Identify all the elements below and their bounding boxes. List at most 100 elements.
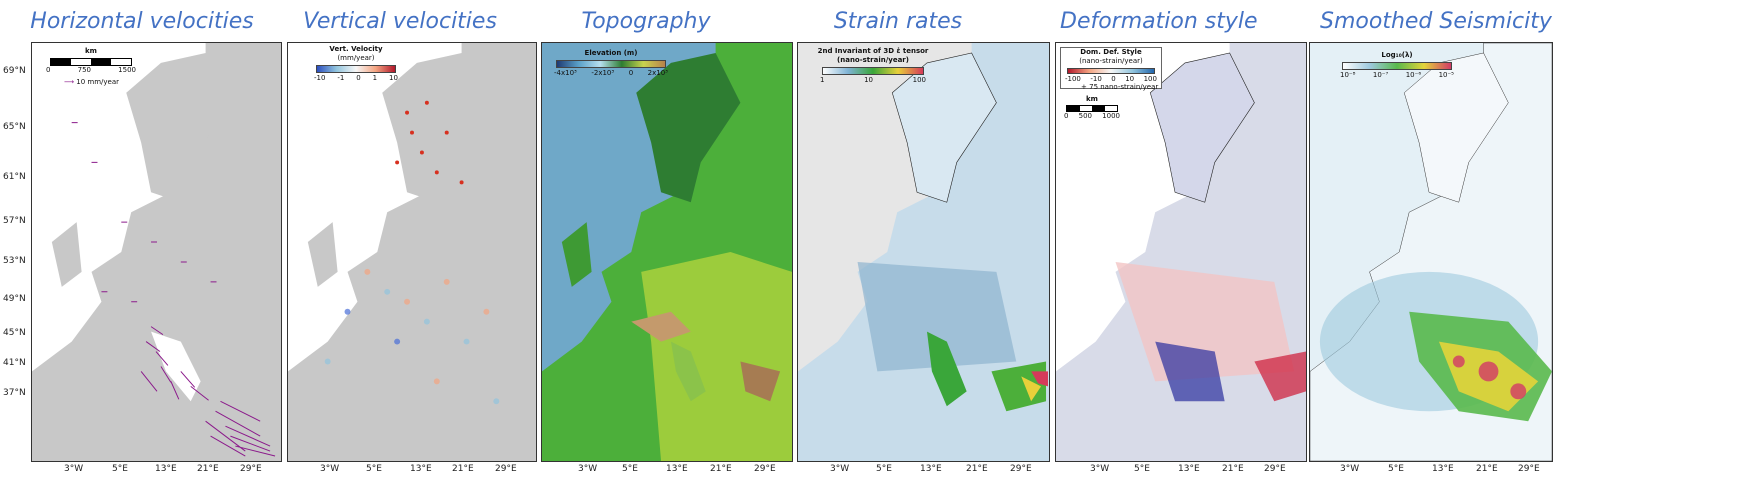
lon-label: 21°E <box>452 464 474 474</box>
lon-label: 5°E <box>1388 464 1404 474</box>
panel-title-vertical: Vertical velocities <box>303 9 497 34</box>
velocity-vectors <box>71 122 276 457</box>
map-smoothed-seismicity[interactable]: Log₁₀(λ) 10⁻⁸ 10⁻⁷ 10⁻⁶ 10⁻⁵ <box>1309 42 1553 462</box>
lon-label: 3°W <box>1090 464 1110 474</box>
lon-label: 13°E <box>920 464 942 474</box>
map-topography[interactable]: Elevation (m) -4x10³ -2x10³ 0 2x10³ <box>541 42 793 462</box>
scale-tick-0: 0 <box>46 66 51 74</box>
map-strain-rates[interactable]: 2nd Invariant of 3D ε̇ tensor (nano-stra… <box>797 42 1050 462</box>
lon-label: 5°E <box>622 464 638 474</box>
cbar-tick: 10⁻⁸ <box>1340 71 1356 79</box>
scale-unit: km <box>1086 95 1098 103</box>
cbar-tick: 10⁻⁶ <box>1405 71 1422 79</box>
legend-title: Dom. Def. Style <box>1080 48 1142 56</box>
strain-legend: 2nd Invariant of 3D ε̇ tensor (nano-stra… <box>816 47 930 84</box>
arrow-label: 10 mm/year <box>76 78 120 86</box>
colorbar <box>316 65 396 73</box>
lon-label: 21°E <box>1222 464 1244 474</box>
lon-label: 5°E <box>1134 464 1150 474</box>
lon-label: 21°E <box>197 464 219 474</box>
legend-title: Vert. Velocity <box>329 45 383 53</box>
lon-label: 3°W <box>64 464 84 474</box>
cbar-tick: 10⁻⁷ <box>1372 71 1389 79</box>
cbar-tick: 2x10³ <box>647 69 668 77</box>
lon-label: 3°W <box>320 464 340 474</box>
lat-label: 41°N <box>3 358 26 368</box>
lon-label: 21°E <box>1476 464 1498 474</box>
panel-title-horizontal: Horizontal velocities <box>30 9 254 34</box>
horizontal-legend: km 0 750 1500 ⟶ 10 mm/year <box>36 47 146 99</box>
cbar-tick: 10 <box>1125 75 1135 83</box>
colorbar <box>1067 68 1155 74</box>
deformation-scale: km 0 500 1000 <box>1062 95 1122 120</box>
lat-label: 49°N <box>3 294 26 304</box>
cbar-tick: 10 <box>864 76 873 84</box>
lon-label: 21°E <box>966 464 988 474</box>
lon-label: 5°E <box>112 464 128 474</box>
scale-tick-0: 0 <box>1064 112 1069 120</box>
scale-bar <box>1066 105 1118 112</box>
lon-label: 3°W <box>578 464 598 474</box>
mixed-dots <box>324 268 500 405</box>
scale-tick-2: 1500 <box>118 66 136 74</box>
lat-label: 37°N <box>3 388 26 398</box>
lat-label: 61°N <box>3 172 26 182</box>
cbar-tick: 100 <box>912 76 926 84</box>
scale-tick-1: 750 <box>77 66 91 74</box>
scale-tick-1: 500 <box>1078 112 1092 120</box>
lat-label: 45°N <box>3 328 26 338</box>
legend-unit: (mm/year) <box>337 54 375 62</box>
lon-label: 29°E <box>1518 464 1540 474</box>
deformation-legend: Dom. Def. Style (nano-strain/year) -100 … <box>1060 47 1162 91</box>
lon-label: 3°W <box>1340 464 1360 474</box>
lon-label: 13°E <box>155 464 177 474</box>
map-deformation-style[interactable]: Dom. Def. Style (nano-strain/year) -100 … <box>1055 42 1307 462</box>
cbar-tick: 0 <box>628 69 634 77</box>
cbar-tick: 10⁻⁵ <box>1438 71 1454 79</box>
lat-label: 53°N <box>3 256 26 266</box>
reference-cross: + 75 nano-strain/year <box>1081 83 1161 91</box>
lon-label: 21°E <box>710 464 732 474</box>
lon-label: 3°W <box>830 464 850 474</box>
legend-title: Elevation (m) <box>584 49 638 57</box>
legend-unit: (nano-strain/year) <box>837 56 909 64</box>
cbar-tick: 1 <box>820 76 825 84</box>
scale-unit: km <box>85 47 97 55</box>
legend-title: Log₁₀(λ) <box>1381 51 1413 59</box>
panel-title-seismicity: Smoothed Seismicity <box>1320 9 1552 34</box>
map-horizontal-velocities[interactable]: km 0 750 1500 ⟶ 10 mm/year <box>31 42 282 462</box>
panel-title-deformation: Deformation style <box>1060 9 1258 34</box>
arrow-icon: ⟶ <box>64 78 75 86</box>
lon-label: 13°E <box>1178 464 1200 474</box>
uplift-dots <box>395 100 464 185</box>
seismicity-legend: Log₁₀(λ) 10⁻⁸ 10⁻⁷ 10⁻⁶ 10⁻⁵ <box>1336 51 1458 81</box>
lon-label: 29°E <box>240 464 262 474</box>
vertical-legend: Vert. Velocity (mm/year) -10 -1 0 1 10 <box>310 45 402 82</box>
lon-label: 13°E <box>410 464 432 474</box>
lon-label: 29°E <box>1264 464 1286 474</box>
cbar-tick: -100 <box>1065 75 1081 83</box>
map-vertical-velocities[interactable]: Vert. Velocity (mm/year) -10 -1 0 1 10 <box>287 42 537 462</box>
legend-title: 2nd Invariant of 3D ε̇ tensor <box>817 47 929 55</box>
lon-label: 29°E <box>495 464 517 474</box>
panel-title-strain: Strain rates <box>833 9 963 34</box>
lon-label: 29°E <box>1010 464 1032 474</box>
cbar-tick: 100 <box>1143 75 1157 83</box>
cbar-tick: 10 <box>389 74 398 82</box>
lat-label: 57°N <box>3 216 26 226</box>
colorbar <box>1342 62 1452 70</box>
lat-label: 69°N <box>3 66 26 76</box>
cbar-tick: -1 <box>337 74 345 82</box>
cross-icon: + <box>1081 83 1087 91</box>
cbar-tick: -2x10³ <box>591 69 615 77</box>
cross-label: 75 nano-strain/year <box>1089 83 1159 91</box>
lon-label: 29°E <box>754 464 776 474</box>
cbar-tick: -10 <box>1090 75 1102 83</box>
cbar-tick: -4x10³ <box>554 69 577 77</box>
reference-arrow: ⟶ 10 mm/year <box>64 78 146 86</box>
topography-legend: Elevation (m) -4x10³ -2x10³ 0 2x10³ <box>550 49 672 79</box>
colorbar <box>556 60 666 68</box>
lon-label: 5°E <box>876 464 892 474</box>
cbar-tick: -10 <box>314 74 326 82</box>
colorbar <box>822 67 924 75</box>
